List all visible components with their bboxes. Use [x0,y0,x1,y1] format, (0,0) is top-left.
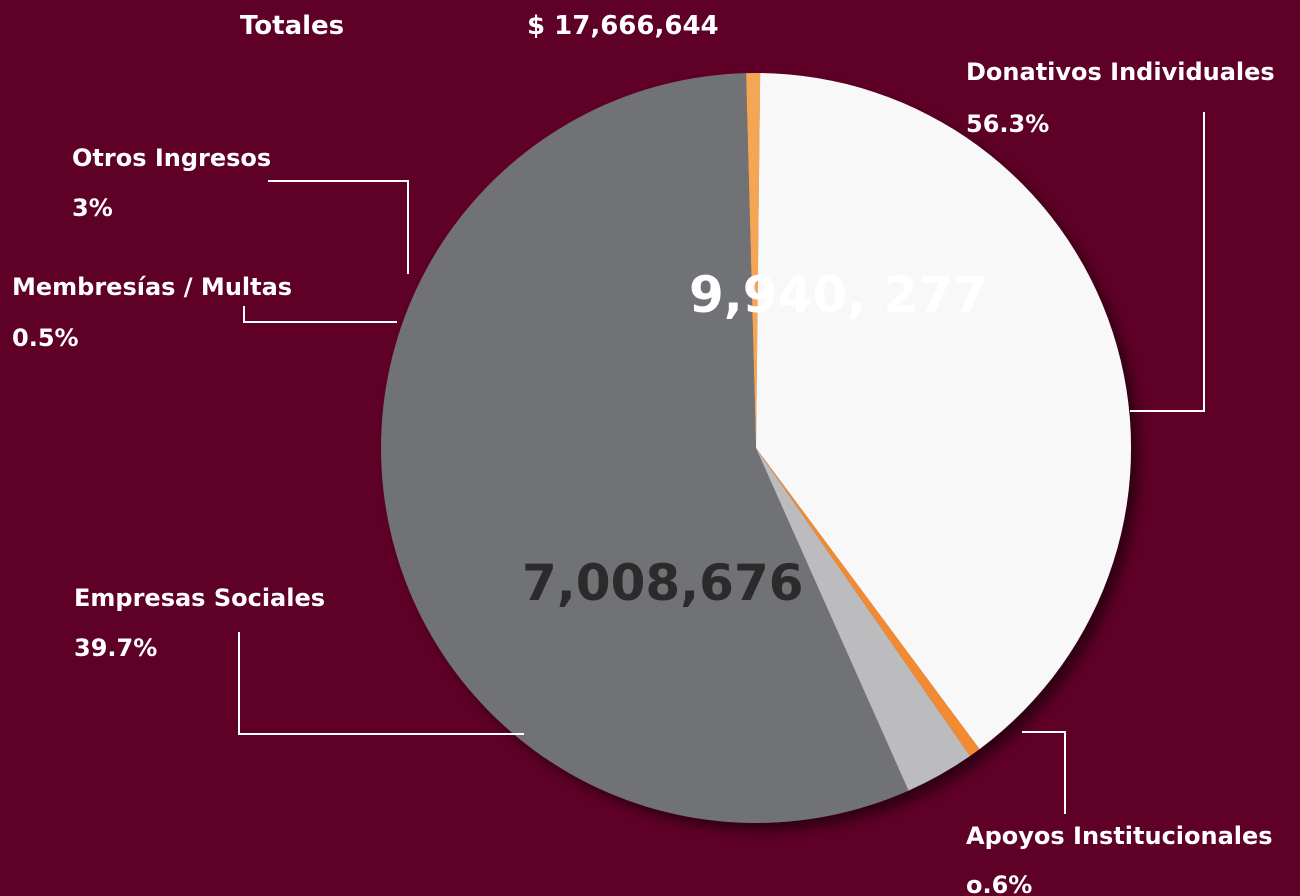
total-label: Totales [240,11,344,41]
value-label-empresas: 7,008,676 [522,554,804,612]
pie-slice-apoyos [746,72,761,449]
label-donativos-percent: 56.3% [966,110,1049,138]
label-membresias-percent: 0.5% [12,324,79,352]
leader-line-donativos [1130,112,1205,412]
leader-line-membresias [243,306,397,323]
label-otros-name: Otros Ingresos [72,144,271,172]
label-apoyos-name: Apoyos Institucionales [966,822,1273,850]
label-otros-percent: 3% [72,194,113,222]
pie-slices [381,72,1132,823]
leader-line-otros [268,180,409,274]
label-empresas-percent: 39.7% [74,634,157,662]
label-membresias-name: Membresías / Multas [12,273,292,301]
pie-slice-otros [756,448,970,791]
value-label-donativos: 9,940, 277 [689,266,988,324]
total-value: $ 17,666,644 [527,11,719,41]
label-empresas-name: Empresas Sociales [74,584,325,612]
pie-slice-membresias [756,448,980,756]
leader-line-apoyos [1022,731,1066,814]
label-apoyos-percent: o.6% [966,871,1032,896]
leader-line-empresas [238,632,524,735]
pie-slice-donativos [381,73,909,823]
pie-slice-empresas [756,73,1132,750]
label-donativos-name: Donativos Individuales [966,58,1275,86]
